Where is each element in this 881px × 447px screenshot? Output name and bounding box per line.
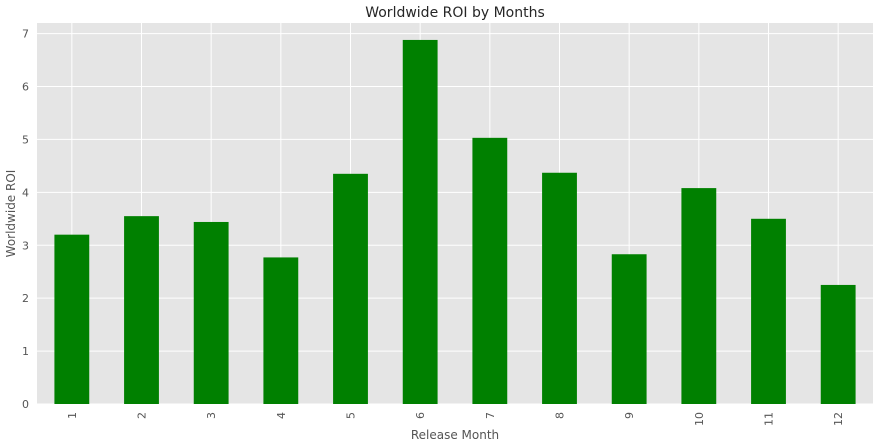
bar-month-6	[402, 39, 438, 404]
y-tick-label-4: 4	[22, 186, 29, 199]
x-tick-labels: 1 2 3 4 5 6 7 8 9 10 11 12	[66, 412, 845, 426]
y-axis-label: Worldwide ROI	[4, 170, 18, 258]
x-tick-label-4: 4	[275, 412, 288, 419]
x-tick-label-3: 3	[205, 412, 218, 419]
bar-month-1	[54, 234, 90, 404]
bar-month-7	[472, 137, 508, 404]
x-tick-label-10: 10	[693, 412, 706, 426]
bar-month-3	[193, 221, 229, 404]
bar-month-11	[751, 218, 786, 404]
bar-month-8	[542, 172, 577, 404]
bar-month-4	[263, 257, 299, 404]
x-tick-label-7: 7	[484, 412, 497, 419]
x-tick-label-11: 11	[763, 412, 776, 426]
y-tick-label-1: 1	[22, 345, 29, 358]
y-tick-label-0: 0	[22, 398, 29, 411]
x-tick-label-2: 2	[136, 412, 149, 419]
bar-month-5	[333, 173, 368, 404]
y-tick-label-5: 5	[22, 133, 29, 146]
y-tick-label-2: 2	[22, 292, 29, 305]
plot-area	[37, 23, 873, 404]
chart-title: Worldwide ROI by Months	[365, 5, 545, 21]
bar-month-9	[611, 254, 647, 404]
x-tick-label-6: 6	[414, 412, 427, 419]
bar-month-10	[681, 188, 717, 404]
y-tick-label-3: 3	[22, 239, 29, 252]
x-tick-label-12: 12	[832, 412, 845, 426]
x-tick-label-5: 5	[345, 412, 358, 419]
x-tick-label-8: 8	[554, 412, 567, 419]
x-tick-label-1: 1	[66, 412, 79, 419]
bar-month-12	[820, 284, 856, 404]
y-tick-label-7: 7	[22, 28, 29, 41]
y-tick-label-6: 6	[22, 81, 29, 94]
x-tick-label-9: 9	[623, 412, 636, 419]
x-axis-label: Release Month	[411, 428, 499, 442]
y-tick-labels: 0 1 2 3 4 5 6 7	[22, 28, 29, 411]
bars	[54, 39, 856, 404]
bar-month-2	[124, 216, 159, 404]
